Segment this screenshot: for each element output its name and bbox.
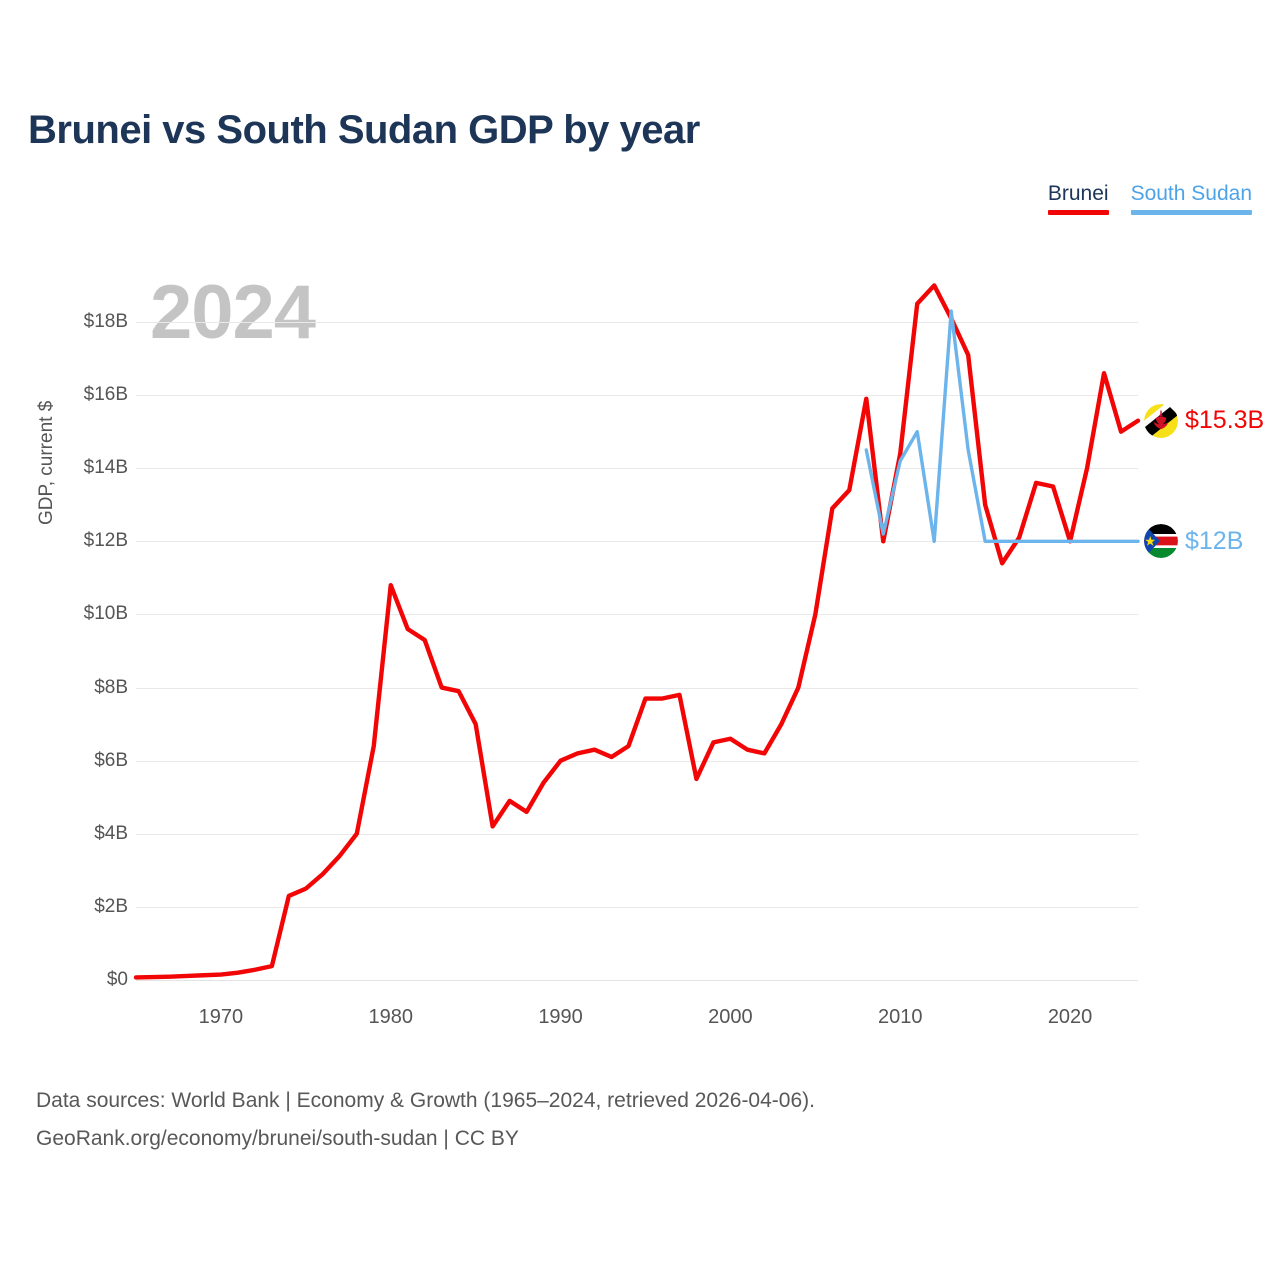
y-axis-tick-label: $18B [83,311,128,332]
gridline [136,906,1138,908]
footer-line-1: Data sources: World Bank | Economy & Gro… [36,1089,815,1112]
series-line-south-sudan [864,309,1140,544]
y-axis-tick-label: $2B [94,895,128,917]
footer-credits: Data sources: World Bank | Economy & Gro… [36,1082,815,1158]
end-label-value-south-sudan: $12B [1185,526,1244,555]
y-axis-tick-label: $4B [94,822,128,844]
x-axis-tick-label: 1990 [538,1006,583,1028]
y-axis-tick-label: $8B [94,676,128,698]
gridline [136,468,1138,470]
x-axis-tick-label: 1970 [198,1006,244,1028]
y-axis-tick-label: $12B [83,530,128,552]
plot-area [133,283,1141,981]
chart-legend: Brunei South Sudan [1047,182,1252,215]
brunei-flag-icon [1144,403,1178,438]
end-label-value-brunei: $15.3B [1185,406,1265,435]
legend-color-swatch-brunei [1047,210,1109,215]
y-axis-title: GDP, current $ [36,400,57,525]
page-title: Brunei vs South Sudan GDP by year [28,108,700,152]
legend-item-brunei[interactable]: Brunei [1047,182,1109,215]
gridline [136,980,1138,981]
legend-item-south-sudan[interactable]: South Sudan [1130,182,1252,215]
gridline [136,614,1138,616]
end-label-brunei: $15.3B [1144,403,1265,438]
legend-label-south-sudan: South Sudan [1130,182,1252,205]
end-label-south-sudan: $12B [1144,524,1244,559]
gridline [136,322,1138,323]
legend-color-swatch-south-sudan [1130,210,1252,215]
y-axis-tick-label: $0 [106,969,128,990]
x-axis-tick-label: 1980 [368,1006,413,1028]
footer-line-2: GeoRank.org/economy/brunei/south-sudan |… [36,1127,519,1150]
x-axis-tick-label: 2000 [708,1006,753,1028]
year-watermark: 2024 [150,270,316,355]
series-lines [133,283,1141,980]
gridline [136,687,1138,689]
south-sudan-flag-icon [1144,524,1178,559]
gridline [136,541,1138,543]
series-line-brunei [133,283,1141,980]
gridline [136,760,1138,762]
y-axis-tick-label: $10B [83,603,128,625]
y-axis-tick-label: $14B [83,457,128,479]
x-axis-tick-label: 2020 [1047,1006,1093,1028]
x-axis-tick-label: 2010 [877,1006,923,1028]
y-axis-tick-label: $16B [83,384,128,406]
gridline [136,833,1138,835]
legend-label-brunei: Brunei [1047,182,1109,205]
y-axis-tick-label: $6B [94,749,128,771]
gridline [136,395,1138,397]
